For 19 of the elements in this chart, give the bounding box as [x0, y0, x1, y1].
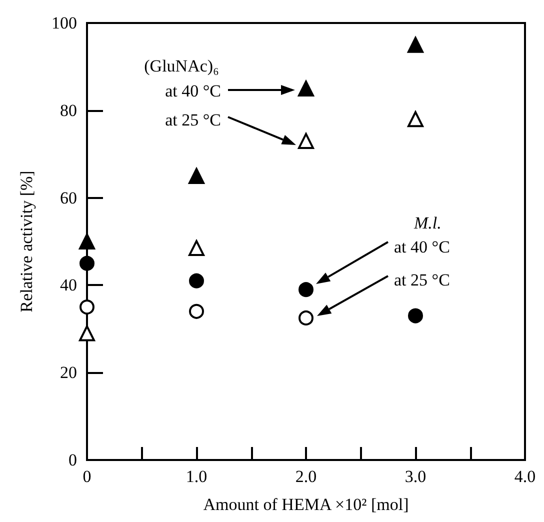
annotation: at 40 °C	[394, 238, 450, 256]
x-tick-label: 2.0	[295, 467, 317, 486]
annotation: at 25 °C	[394, 270, 450, 290]
y-tick-label: 100	[52, 14, 77, 32]
annotation: at 40 °C	[165, 82, 221, 100]
x-tick-label: 4.0	[514, 467, 536, 486]
y-tick-label: 60	[60, 188, 77, 208]
y-tick-label: 40	[60, 276, 77, 295]
annotation: (GluNAc)₆	[144, 56, 220, 76]
x-tick-label: 1.0	[186, 467, 208, 486]
y-tick-label: 0	[68, 450, 77, 470]
y-tick-label: 80	[60, 100, 77, 120]
annotation: M.l.	[413, 214, 442, 232]
y-tick-label: 20	[60, 363, 77, 382]
x-axis-title: Amount of HEMA ×10² [mol]	[203, 495, 409, 514]
x-tick-label: 3.0	[404, 467, 426, 486]
annotation: at 25 °C	[165, 110, 221, 130]
x-tick-label: 0	[82, 467, 92, 486]
y-axis-title: Relative activity [%]	[17, 170, 36, 312]
